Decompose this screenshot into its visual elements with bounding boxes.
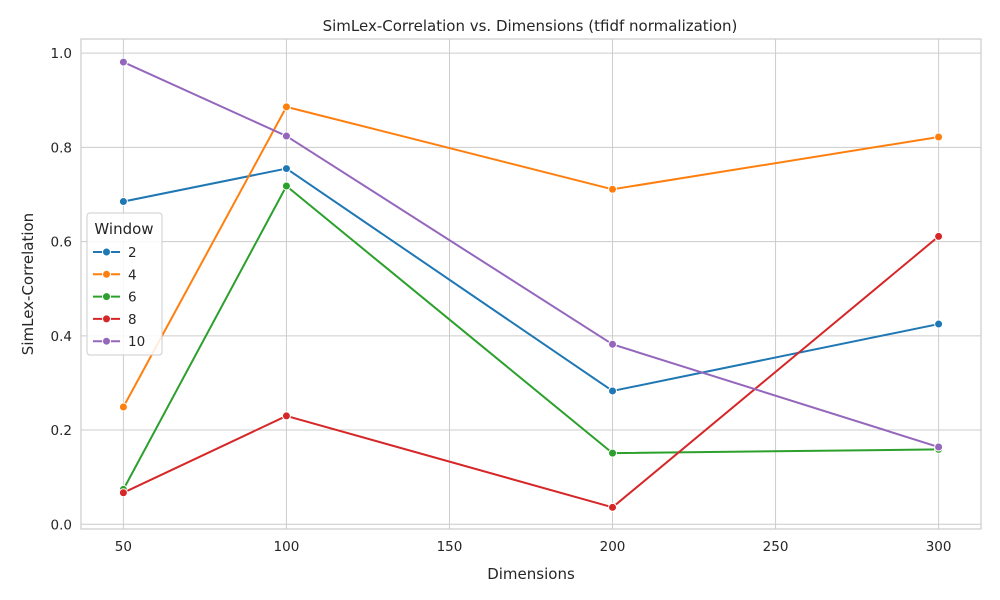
legend-swatch-marker	[102, 314, 111, 324]
data-point	[118, 402, 128, 412]
series-line	[122, 185, 939, 490]
series-line	[122, 105, 939, 408]
y-tick-label: 0.4	[51, 329, 72, 345]
data-point	[608, 386, 618, 396]
data-point	[281, 102, 291, 112]
data-point	[608, 184, 618, 194]
series-10	[118, 57, 944, 452]
legend-swatch-marker	[102, 247, 111, 257]
legend-swatch-marker	[102, 336, 111, 346]
x-tick-label: 300	[926, 539, 952, 555]
series-lines	[118, 57, 944, 512]
data-point	[118, 57, 128, 67]
legend-title: Window	[94, 220, 153, 238]
data-point	[118, 488, 128, 498]
legend-label: 8	[128, 312, 137, 328]
series-6	[118, 181, 944, 494]
data-point	[281, 181, 291, 191]
x-tick-label: 200	[600, 539, 626, 555]
y-tick-label: 0.8	[51, 140, 72, 156]
legend-label: 10	[128, 334, 145, 350]
legend-label: 2	[128, 245, 137, 261]
series-line	[123, 167, 939, 392]
legend-item: 10	[93, 334, 145, 350]
chart-title: SimLex-Correlation vs. Dimensions (tfidf…	[323, 17, 738, 35]
series-line	[122, 61, 939, 448]
y-tick-label: 0.2	[51, 423, 72, 439]
data-point	[281, 131, 291, 141]
y-tick-label: 0.0	[51, 517, 72, 533]
legend: Window 2 4 6 8 10	[86, 212, 163, 356]
data-point	[934, 319, 944, 329]
data-point	[934, 231, 944, 241]
data-point	[608, 448, 618, 458]
x-tick-label: 50	[115, 539, 132, 555]
y-axis-label: SimLex-Correlation	[19, 213, 37, 355]
series-line	[122, 235, 940, 509]
y-tick-label: 0.6	[51, 235, 72, 251]
data-point	[118, 197, 128, 207]
series-8	[118, 231, 944, 512]
data-point	[281, 164, 291, 174]
legend-swatch-marker	[102, 292, 111, 302]
legend-item: 2	[93, 245, 137, 261]
x-tick-label: 150	[437, 539, 463, 555]
tick-labels: 50 100 150 200 250 300 0.0 0.2 0.4 0.6 0.8 1.0	[51, 46, 952, 555]
legend-item: 8	[93, 312, 137, 328]
data-point	[608, 339, 618, 349]
y-tick-label: 1.0	[51, 46, 72, 62]
series-4	[118, 102, 944, 412]
x-axis-label: Dimensions	[487, 565, 575, 583]
data-point	[934, 442, 944, 452]
legend-swatch-marker	[102, 269, 111, 279]
legend-item: 4	[93, 267, 137, 283]
series-2	[118, 164, 944, 396]
grid	[81, 39, 981, 529]
x-tick-label: 100	[274, 539, 300, 555]
legend-label: 4	[128, 267, 137, 283]
legend-item: 6	[93, 290, 137, 306]
data-point	[281, 411, 291, 421]
data-point	[608, 502, 618, 512]
legend-label: 6	[128, 290, 137, 306]
x-tick-label: 250	[763, 539, 789, 555]
data-point	[934, 132, 944, 142]
plot-frame	[80, 38, 982, 530]
